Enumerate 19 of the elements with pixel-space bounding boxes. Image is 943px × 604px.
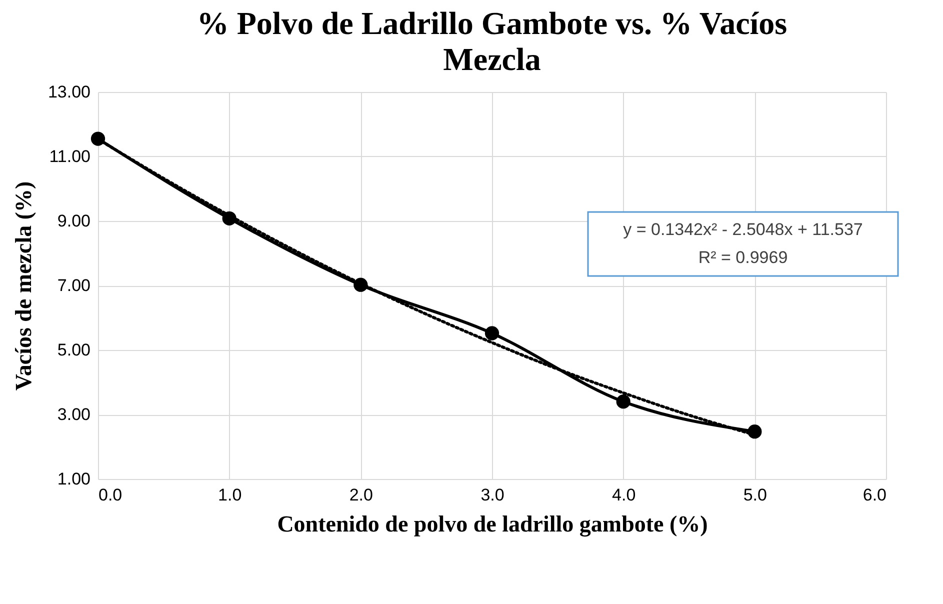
y-tick-label: 13.00 — [48, 82, 90, 102]
x-tick-label: 2.0 — [349, 486, 373, 504]
x-tick-label: 3.0 — [480, 486, 504, 504]
x-tick-label: 6.0 — [862, 486, 886, 504]
y-tick-label: 3.00 — [57, 405, 90, 424]
annotation: y = 0.1342x² - 2.5048x + 11.537 — [623, 220, 863, 239]
y-tick-label: 11.00 — [49, 147, 90, 166]
x-tick-label: 1.0 — [218, 486, 242, 504]
x-tick-label: 0.0 — [98, 486, 122, 504]
x-tick-label: 4.0 — [612, 486, 636, 504]
y-tick-label: 1.00 — [57, 470, 90, 488]
y-tick-label: 7.00 — [57, 276, 90, 295]
x-axis-title: Contenido de polvo de ladrillo gambote (%) — [277, 512, 708, 538]
x-tick-label: 5.0 — [743, 486, 767, 504]
y-tick-label: 5.00 — [57, 340, 90, 360]
annotation: R² = 0.9969 — [698, 248, 788, 267]
y-tick-label: 9.00 — [57, 212, 90, 230]
chart-title: % Polvo de Ladrillo Gambote vs. % Vacíos Mezcla — [196, 5, 788, 77]
y-axis-title: Vacíos de mezcla (%) — [10, 181, 36, 391]
